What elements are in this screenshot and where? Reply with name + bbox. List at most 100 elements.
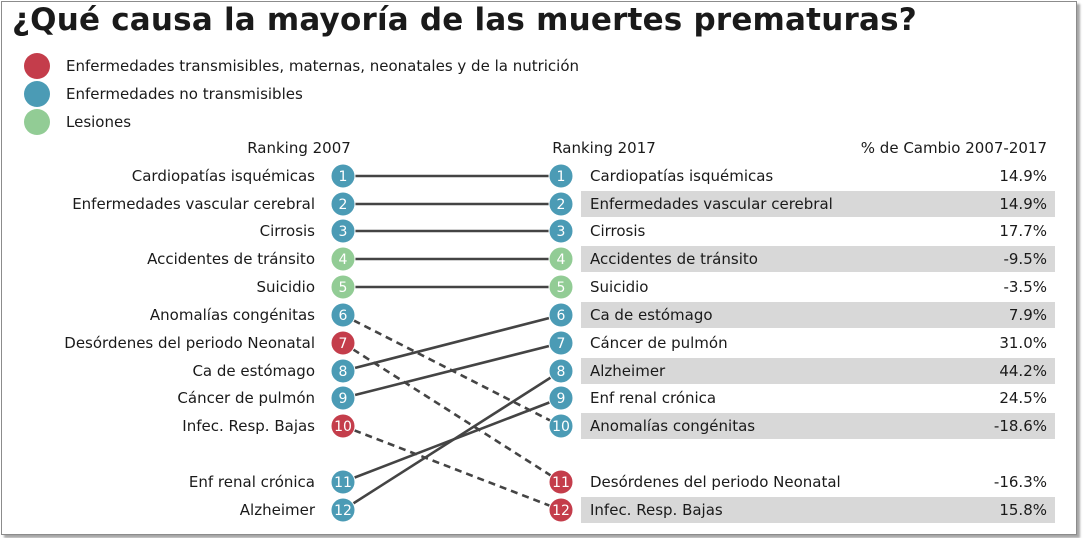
cause-label-2017: Desórdenes del periodo Neonatal bbox=[590, 473, 841, 491]
legend-dot-noncommunicable bbox=[24, 81, 50, 107]
cause-label-2017: Cáncer de pulmón bbox=[590, 334, 728, 352]
cause-label-2007: Enf renal crónica bbox=[189, 473, 315, 491]
legend-label: Enfermedades transmisibles, maternas, ne… bbox=[66, 57, 580, 75]
cause-label-2007: Infec. Resp. Bajas bbox=[182, 417, 315, 435]
cause-label-2007: Cirrosis bbox=[260, 222, 316, 240]
rank-circle-2007 bbox=[330, 413, 356, 439]
rank-number-2007: 9 bbox=[339, 391, 348, 407]
legend-label: Lesiones bbox=[66, 113, 132, 131]
cause-label-2007: Cáncer de pulmón bbox=[177, 389, 315, 407]
rank-number-2007: 6 bbox=[339, 308, 348, 324]
cause-label-2017: Enfermedades vascular cerebral bbox=[590, 195, 833, 213]
rank-number-2017: 8 bbox=[557, 364, 566, 380]
rank-circle-2017 bbox=[548, 191, 574, 217]
rank-number-2007: 8 bbox=[339, 364, 348, 380]
cause-label-2007: Accidentes de tránsito bbox=[147, 250, 315, 268]
cause-label-2007: Ca de estómago bbox=[192, 362, 315, 380]
rank-number-2007: 5 bbox=[339, 280, 348, 296]
header-ranking-2017: Ranking 2017 bbox=[552, 139, 656, 157]
rank-number-2017: 4 bbox=[557, 252, 566, 268]
rank-circle-2007 bbox=[330, 330, 356, 356]
rank-circle-2007 bbox=[330, 385, 356, 411]
percent-change-value: 44.2% bbox=[999, 362, 1047, 380]
rank-circle-2007 bbox=[330, 246, 356, 272]
legend-label: Enfermedades no transmisibles bbox=[66, 85, 303, 103]
cause-label-2017: Cardiopatías isquémicas bbox=[590, 167, 773, 185]
rank-circle-2007 bbox=[330, 191, 356, 217]
percent-change-value: 14.9% bbox=[999, 167, 1047, 185]
rank-number-2007: 10 bbox=[334, 419, 352, 435]
rank-circle-2017 bbox=[548, 413, 574, 439]
cause-label-2017: Alzheimer bbox=[590, 362, 666, 380]
rank-circle-2017 bbox=[548, 163, 574, 189]
cause-label-2017: Enf renal crónica bbox=[590, 389, 716, 407]
table-row-shade bbox=[581, 191, 1055, 217]
rank-number-2007: 7 bbox=[339, 336, 348, 352]
rank-circle-2017 bbox=[548, 358, 574, 384]
rank-circle-2017 bbox=[548, 330, 574, 356]
rank-number-2017: 1 bbox=[557, 169, 566, 185]
rank-link bbox=[342, 424, 562, 512]
cause-label-2017: Anomalías congénitas bbox=[590, 417, 755, 435]
table-row-shade bbox=[581, 497, 1055, 523]
cause-label-2007: Enfermedades vascular cerebral bbox=[72, 195, 315, 213]
cause-label-2007: Suicidio bbox=[257, 278, 315, 296]
percent-change-value: -18.6% bbox=[994, 417, 1047, 435]
rank-number-2017: 12 bbox=[552, 503, 570, 519]
cause-label-2007: Alzheimer bbox=[240, 501, 316, 519]
table-row-shade bbox=[581, 246, 1055, 272]
rank-circle-2017 bbox=[548, 274, 574, 300]
rank-number-2017: 5 bbox=[557, 280, 566, 296]
cause-label-2017: Cirrosis bbox=[590, 222, 646, 240]
percent-change-value: -9.5% bbox=[1003, 250, 1047, 268]
rank-number-2007: 3 bbox=[339, 224, 348, 240]
percent-change-value: -16.3% bbox=[994, 473, 1047, 491]
cause-label-2017: Accidentes de tránsito bbox=[590, 250, 758, 268]
rank-circle-2007 bbox=[330, 163, 356, 189]
rank-circle-2017 bbox=[548, 469, 574, 495]
rank-link bbox=[342, 313, 562, 373]
rank-link bbox=[342, 341, 562, 400]
rank-number-2007: 12 bbox=[334, 503, 352, 519]
percent-change-value: -3.5% bbox=[1003, 278, 1047, 296]
cause-label-2017: Suicidio bbox=[590, 278, 648, 296]
legend-dot-communicable bbox=[24, 53, 50, 79]
rank-circle-2007 bbox=[330, 218, 356, 244]
rank-circle-2017 bbox=[548, 302, 574, 328]
rank-number-2007: 2 bbox=[339, 197, 348, 213]
cause-label-2007: Anomalías congénitas bbox=[150, 306, 315, 324]
header-ranking-2007: Ranking 2007 bbox=[247, 139, 351, 157]
rank-circle-2007 bbox=[330, 358, 356, 384]
percent-change-value: 15.8% bbox=[999, 501, 1047, 519]
cause-label-2007: Cardiopatías isquémicas bbox=[132, 167, 315, 185]
percent-change-value: 24.5% bbox=[999, 389, 1047, 407]
rank-circle-2007 bbox=[330, 497, 356, 523]
header-percent-change: % de Cambio 2007-2017 bbox=[861, 139, 1047, 157]
rank-number-2017: 11 bbox=[552, 475, 570, 491]
rank-number-2007: 4 bbox=[339, 252, 348, 268]
legend-dot-injuries bbox=[24, 109, 50, 135]
table-row-shade bbox=[581, 302, 1055, 328]
rank-number-2007: 11 bbox=[334, 475, 352, 491]
cause-label-2007: Desórdenes del periodo Neonatal bbox=[64, 334, 315, 352]
percent-change-value: 31.0% bbox=[999, 334, 1047, 352]
table-row-shade bbox=[581, 413, 1055, 439]
cause-label-2017: Ca de estómago bbox=[590, 306, 713, 324]
rank-number-2017: 6 bbox=[557, 308, 566, 324]
percent-change-value: 17.7% bbox=[999, 222, 1047, 240]
rank-number-2017: 10 bbox=[552, 419, 570, 435]
rank-link bbox=[342, 369, 562, 512]
rank-circle-2017 bbox=[548, 497, 574, 523]
rank-number-2017: 9 bbox=[557, 391, 566, 407]
rank-circle-2017 bbox=[548, 246, 574, 272]
rank-number-2017: 2 bbox=[557, 197, 566, 213]
rank-number-2007: 1 bbox=[339, 169, 348, 185]
percent-change-value: 7.9% bbox=[1009, 306, 1047, 324]
chart-title: ¿Qué causa la mayoría de las muertes pre… bbox=[12, 2, 917, 38]
rank-circle-2017 bbox=[548, 385, 574, 411]
table-row-shade bbox=[581, 358, 1055, 384]
rank-number-2017: 3 bbox=[557, 224, 566, 240]
rank-circle-2007 bbox=[330, 274, 356, 300]
rank-number-2017: 7 bbox=[557, 336, 566, 352]
